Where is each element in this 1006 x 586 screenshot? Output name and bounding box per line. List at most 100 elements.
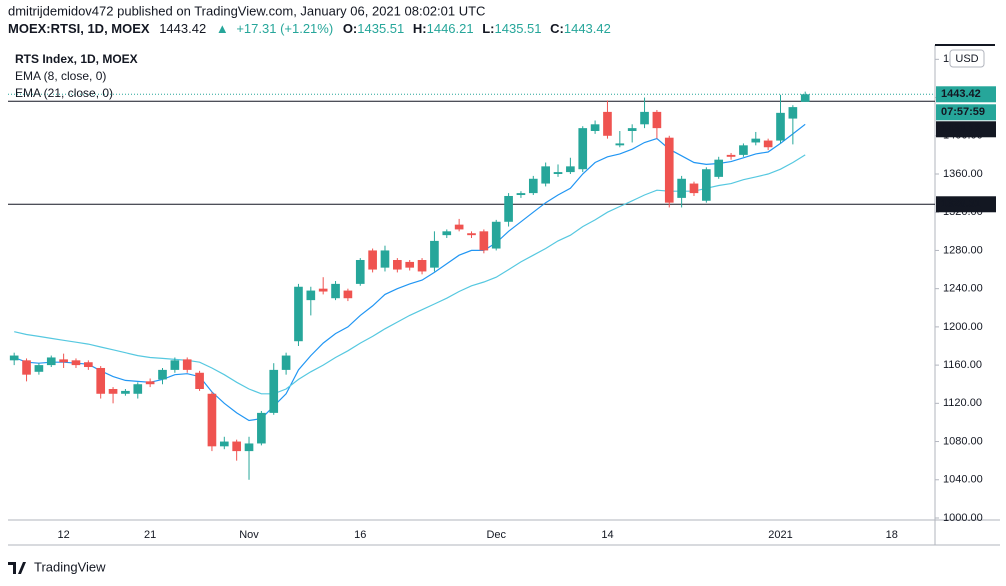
y-tick-label: 1120.00: [943, 397, 982, 409]
candle-body: [714, 159, 724, 177]
candle-body: [343, 290, 353, 299]
candle-body: [405, 261, 415, 268]
countdown-box: [936, 104, 996, 121]
quote-line: MOEX:RTSI, 1D, MOEX 1443.42 ▲ +17.31 (+1…: [8, 21, 611, 36]
candle-body: [368, 250, 377, 270]
candle-body: [590, 124, 600, 131]
ohlc-value: 1443.42: [564, 21, 611, 36]
candle-body: [318, 288, 328, 292]
logo: [8, 562, 26, 574]
candle-body: [689, 183, 699, 194]
candle-body: [763, 140, 773, 148]
candle-body: [207, 393, 217, 447]
candle-body: [22, 360, 31, 375]
candle-body: [84, 362, 93, 368]
x-tick-label: 2021: [768, 529, 792, 541]
x-tick-label: 14: [601, 529, 613, 541]
price-axis: 1000.00 1040.00 1080.00 1120.00 1160.00 1200.…: [935, 53, 996, 524]
footer: TradingView: [34, 559, 106, 574]
candle-body: [664, 137, 674, 203]
countdown: 07:57:59: [941, 106, 985, 118]
candle-body: [751, 138, 761, 143]
candle-body: [108, 388, 118, 394]
candle-body: [331, 283, 340, 299]
ohlc-label: L:: [482, 21, 494, 36]
ema-line: [14, 154, 806, 395]
candle-body: [71, 360, 81, 366]
candle-body: [182, 359, 192, 370]
candle-body: [393, 259, 402, 270]
last: 1443.42: [159, 21, 206, 36]
change: +17.31 (+1.21%): [236, 21, 333, 36]
arrow: ▲: [216, 21, 229, 36]
last-price-label-box: [936, 86, 996, 103]
x-tick-label: Dec: [486, 529, 506, 541]
candle-body: [59, 359, 68, 363]
candle-body: [739, 145, 748, 155]
y-tick-label: 1360.00: [943, 168, 983, 180]
candle-body: [553, 172, 563, 174]
candle-body: [170, 360, 180, 370]
y-tick-label: 1200.00: [943, 321, 983, 333]
candle-body: [578, 128, 588, 170]
y-tick-label: 1160.00: [943, 359, 982, 371]
candle-body: [430, 240, 439, 268]
candle-body: [257, 412, 266, 444]
x-tick-label: 18: [886, 529, 898, 541]
ohlc-value: 1446.21: [427, 21, 474, 36]
candle-body: [566, 166, 575, 173]
y-tick-label: 1240.00: [943, 283, 983, 295]
ohlc-value: 1435.51: [495, 21, 542, 36]
candle-body: [34, 365, 44, 372]
candle-body: [652, 111, 662, 129]
currency-box[interactable]: [949, 49, 985, 68]
candle-body: [491, 221, 501, 249]
y-tick-label: 1080.00: [943, 435, 983, 447]
candle-body: [244, 443, 254, 452]
candle-body: [788, 107, 798, 119]
x-tick-label: 12: [57, 529, 69, 541]
candle-body: [380, 250, 390, 268]
candle-body: [281, 355, 291, 370]
candle-body: [9, 355, 19, 361]
candle-body: [702, 169, 711, 201]
candle-body: [516, 193, 526, 196]
candle-body: [800, 94, 810, 102]
candle-body: [479, 231, 489, 251]
candle-body: [603, 111, 612, 136]
publisher: dmitrijdemidov472 published on TradingVi…: [8, 3, 485, 18]
legend-entry: EMA (21, close, 0): [15, 86, 113, 100]
candle-body: [158, 369, 167, 380]
legend-title: RTS Index, 1D, MOEX: [15, 52, 138, 66]
ohlc-label: H:: [413, 21, 427, 36]
candle-body: [504, 195, 513, 222]
candle-body: [219, 441, 229, 447]
y-tick-label: 1000.00: [943, 512, 983, 524]
candle-body: [269, 369, 279, 413]
ohlc-label: O:: [343, 21, 357, 36]
candle-body: [294, 286, 303, 342]
candle-body: [627, 128, 637, 131]
candle-body: [528, 178, 538, 194]
candle-body: [726, 154, 736, 157]
candle-body: [96, 367, 106, 394]
candle-body: [355, 259, 365, 284]
candle-body: [640, 111, 649, 125]
legend-entry: EMA (8, close, 0): [15, 69, 106, 83]
ohlc-label: C:: [550, 21, 564, 36]
plot: [8, 91, 935, 480]
candle-body: [541, 166, 550, 184]
x-tick-label: Nov: [239, 529, 259, 541]
candle-body: [417, 259, 427, 272]
symbol: MOEX:RTSI, 1D, MOEX: [8, 21, 150, 36]
candle-body: [615, 143, 625, 146]
hline-label: 1436.12: [941, 123, 981, 135]
candle-body: [442, 231, 452, 236]
x-tick-label: 21: [144, 529, 156, 541]
candle-body: [145, 381, 155, 385]
candle-body: [133, 384, 143, 394]
currency[interactable]: USD: [955, 53, 978, 65]
candle-body: [306, 290, 316, 301]
candle-body: [467, 233, 476, 236]
